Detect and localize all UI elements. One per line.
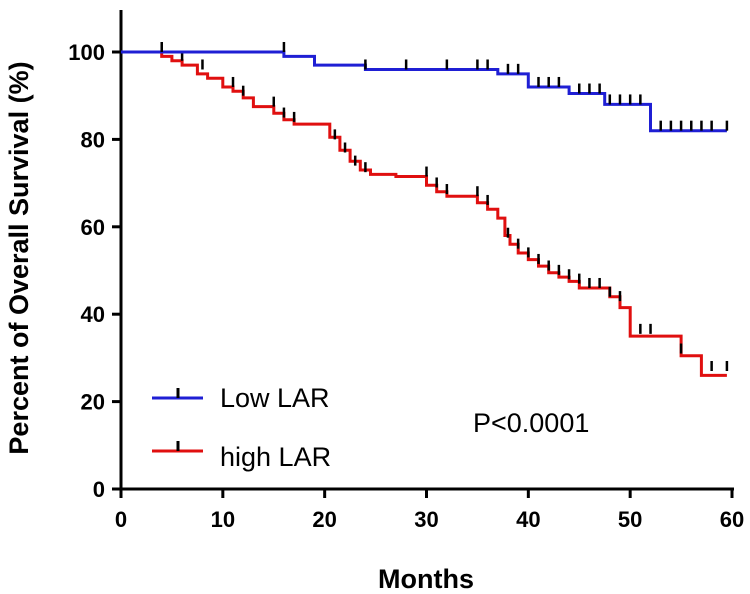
series-high-lar bbox=[121, 42, 729, 377]
survival-curve-high-lar bbox=[121, 50, 727, 377]
survival-curve-low-lar bbox=[121, 50, 727, 133]
y-tick-label: 60 bbox=[81, 215, 105, 240]
x-tick-label: 20 bbox=[312, 507, 336, 532]
legend: Low LAR high LAR bbox=[152, 383, 331, 472]
y-tick-label: 40 bbox=[81, 302, 105, 327]
series-low-lar bbox=[121, 42, 729, 133]
legend-label-high-lar: high LAR bbox=[220, 442, 331, 472]
x-tick-label: 40 bbox=[516, 507, 540, 532]
y-tick-label: 20 bbox=[81, 390, 105, 415]
x-tick-label: 60 bbox=[720, 507, 744, 532]
y-axis-title: Percent of Overall Survival (%) bbox=[4, 61, 34, 454]
legend-label-low-lar: Low LAR bbox=[220, 383, 330, 413]
x-tick-label: 50 bbox=[618, 507, 642, 532]
x-tick-label: 0 bbox=[115, 507, 127, 532]
p-value-annotation: P<0.0001 bbox=[473, 408, 589, 438]
y-tick-label: 0 bbox=[93, 477, 105, 502]
x-tick-label: 10 bbox=[211, 507, 235, 532]
x-axis-title: Months bbox=[378, 564, 474, 594]
y-tick-label: 100 bbox=[68, 40, 105, 65]
axes: 0 20 40 60 80 100 0 10 20 30 40 50 60 bbox=[68, 10, 744, 532]
y-tick-label: 80 bbox=[81, 127, 105, 152]
series-layer bbox=[121, 42, 729, 377]
x-tick-label: 30 bbox=[414, 507, 438, 532]
